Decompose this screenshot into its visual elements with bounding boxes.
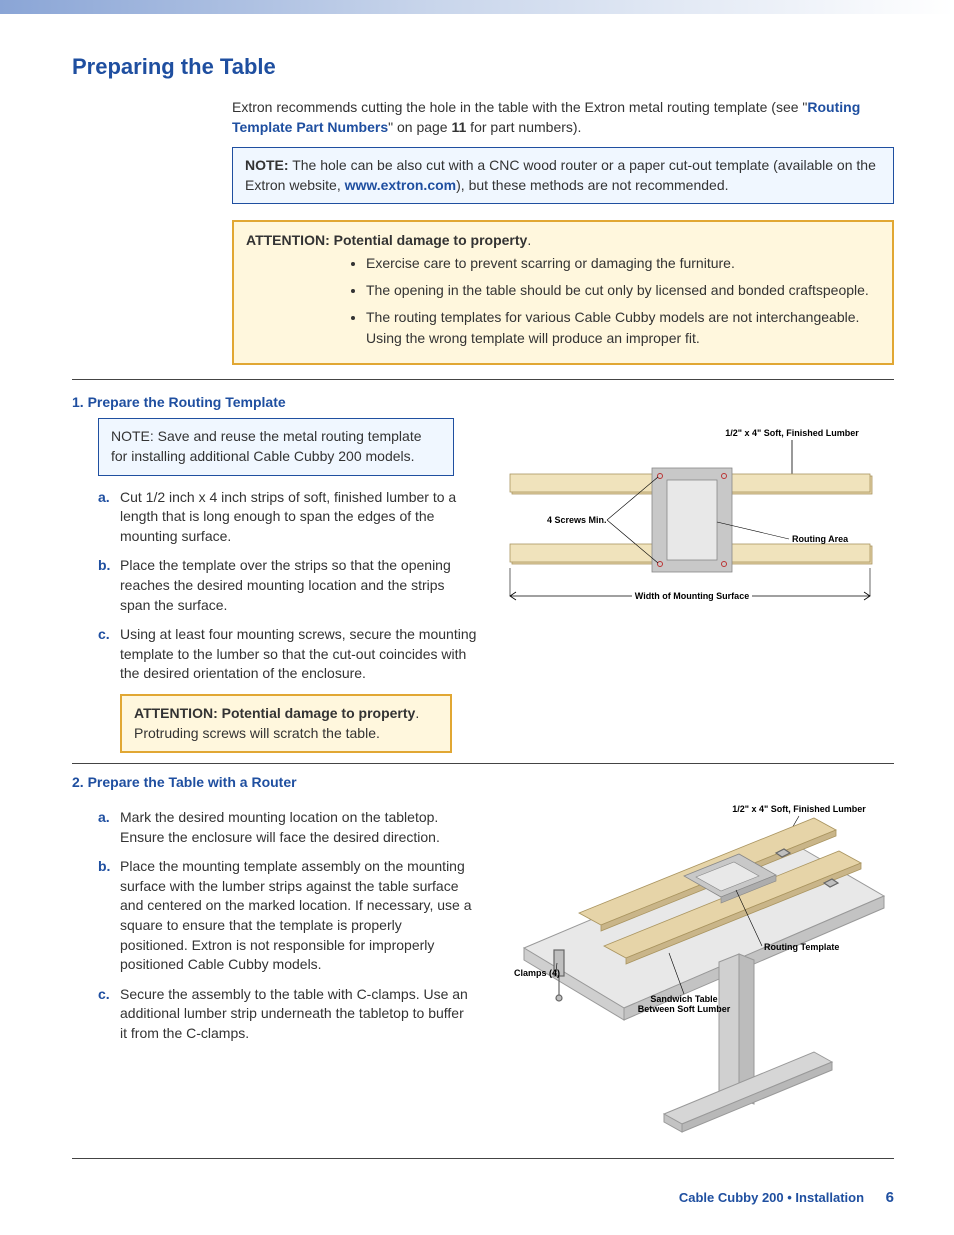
note-box-2: NOTE: Save and reuse the metal routing t… [98, 418, 454, 475]
note-tail: ), but these methods are not recommended… [456, 177, 728, 193]
list-text: Place the template over the strips so th… [120, 556, 477, 615]
footer-doc: Cable Cubby 200 • Installation [679, 1190, 864, 1205]
list-item: c.Secure the assembly to the table with … [98, 985, 472, 1044]
list-item: b.Place the mounting template assembly o… [98, 857, 472, 975]
list-marker: a. [98, 808, 120, 847]
list-item: a.Cut 1/2 inch x 4 inch strips of soft, … [98, 488, 477, 547]
intro-suffix: for part numbers). [466, 119, 581, 135]
list-marker: a. [98, 488, 120, 547]
attention-item: The opening in the table should be cut o… [366, 280, 880, 301]
intro-prefix: Extron recommends cutting the hole in th… [232, 99, 807, 115]
divider [72, 763, 894, 764]
attention-label: ATTENTION: [246, 232, 330, 248]
list-marker: b. [98, 857, 120, 975]
d1-screws-label: 4 Screws Min. [547, 515, 607, 525]
d1-routing-label: Routing Area [792, 534, 849, 544]
d2-sandwich-label1: Sandwich Table [650, 994, 717, 1004]
intro-mid: " on page [388, 119, 451, 135]
list-text: Mark the desired mounting location on th… [120, 808, 472, 847]
list-item: a.Mark the desired mounting location on … [98, 808, 472, 847]
attention-box-2: ATTENTION: Potential damage to property.… [120, 694, 452, 753]
list-item: c.Using at least four mounting screws, s… [98, 625, 477, 684]
page-footer: Cable Cubby 200 • Installation 6 [72, 1189, 894, 1206]
note-text: Save and reuse the metal routing templat… [111, 428, 422, 464]
d2-clamps-label: Clamps (4) [514, 968, 560, 978]
list-text: Using at least four mounting screws, sec… [120, 625, 477, 684]
step2-title: 2. Prepare the Table with a Router [72, 774, 894, 790]
note-label: NOTE: [245, 157, 289, 173]
note-box-1: NOTE: The hole can be also cut with a CN… [232, 147, 894, 204]
attention-box-1: ATTENTION: Potential damage to property.… [232, 220, 894, 365]
d2-lumber-label: 1/2" x 4" Soft, Finished Lumber [732, 804, 866, 814]
step1-title: 1. Prepare the Routing Template [72, 394, 894, 410]
diagram-routing-template: 1/2" x 4" Soft, Finished Lumber 4 Screws… [492, 418, 892, 638]
list-marker: c. [98, 985, 120, 1044]
footer-page: 6 [886, 1189, 894, 1206]
diagram-table-clamps: 1/2" x 4" Soft, Finished Lumber [484, 798, 894, 1148]
divider [72, 379, 894, 380]
attention-heading: Potential damage to property [330, 232, 528, 248]
list-marker: c. [98, 625, 120, 684]
attention-item: Exercise care to prevent scarring or dam… [366, 253, 880, 274]
intro-page: 11 [451, 119, 466, 135]
note-label: NOTE: [111, 428, 154, 444]
d2-sandwich-label2: Between Soft Lumber [638, 1004, 731, 1014]
intro-paragraph: Extron recommends cutting the hole in th… [232, 98, 894, 137]
attention-heading: Potential damage to property [218, 705, 416, 721]
header-stripe [0, 0, 954, 14]
attention-dot: . [527, 232, 531, 248]
attention-item: The routing templates for various Cable … [366, 307, 880, 349]
divider [72, 1158, 894, 1159]
section-title: Preparing the Table [72, 54, 894, 80]
list-marker: b. [98, 556, 120, 615]
note-link[interactable]: www.extron.com [345, 177, 457, 193]
attention-label: ATTENTION: [134, 705, 218, 721]
d1-lumber-label: 1/2" x 4" Soft, Finished Lumber [725, 428, 859, 438]
list-text: Place the mounting template assembly on … [120, 857, 472, 975]
d2-template-label: Routing Template [764, 942, 839, 952]
list-text: Cut 1/2 inch x 4 inch strips of soft, fi… [120, 488, 477, 547]
list-item: b.Place the template over the strips so … [98, 556, 477, 615]
d1-width-label: Width of Mounting Surface [634, 591, 748, 601]
list-text: Secure the assembly to the table with C-… [120, 985, 472, 1044]
